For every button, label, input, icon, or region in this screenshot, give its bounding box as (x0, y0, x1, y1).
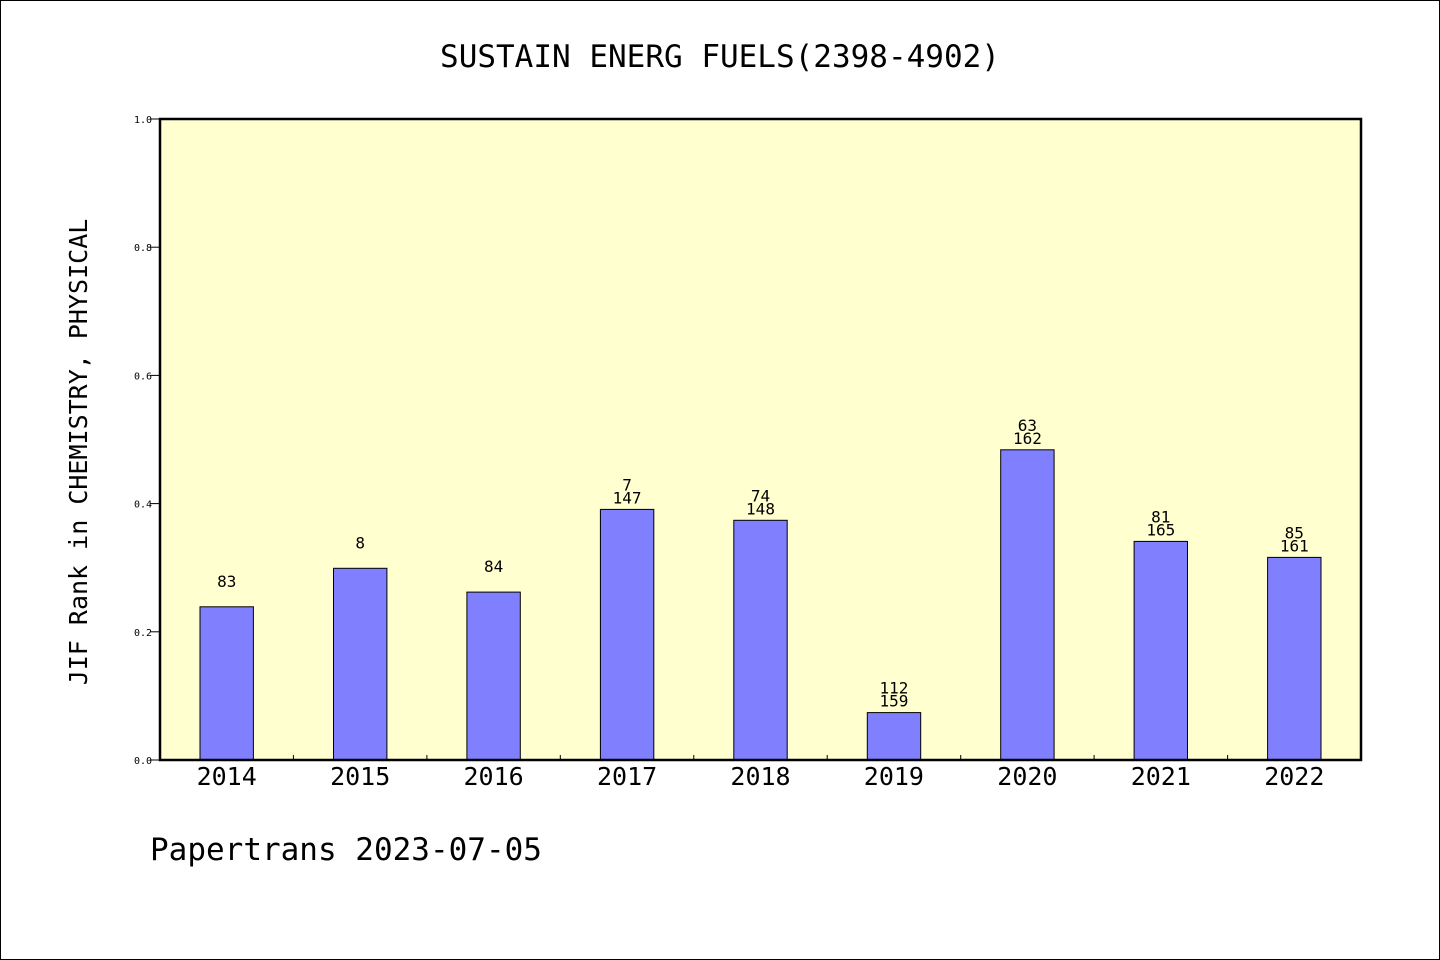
y-tick-label: 0.0 (134, 756, 152, 767)
bar-rank-label: 63 (1018, 416, 1037, 435)
y-tick-label: 0.6 (134, 371, 152, 382)
y-tick-label: 1.0 (134, 115, 152, 126)
y-tick-label: 0.8 (134, 243, 152, 254)
bar-total-label: 161 (1280, 536, 1309, 555)
bar-total-label: 162 (1013, 429, 1042, 448)
x-tick-label: 2022 (1264, 762, 1324, 791)
x-tick-label: 2016 (463, 762, 523, 791)
footer-credit: Papertrans 2023-07-05 (150, 832, 542, 868)
y-tick-label: 0.4 (134, 500, 152, 511)
chart-title: SUSTAIN ENERG FUELS(2398-4902) (440, 39, 1000, 75)
x-tick-label: 2019 (864, 762, 924, 791)
bar-total-label: 147 (613, 488, 642, 507)
bar (1133, 540, 1188, 761)
x-tick-label: 2021 (1131, 762, 1191, 791)
x-tick-label: 2020 (997, 762, 1057, 791)
bar-rank-label: 85 (1285, 523, 1304, 542)
bar (466, 591, 521, 761)
bar-total-label: 159 (879, 692, 908, 711)
bar-total-label: 148 (746, 499, 775, 518)
bar (1267, 556, 1322, 761)
bar (333, 567, 388, 761)
bar-rank-label: 112 (879, 679, 908, 698)
bar (1000, 449, 1055, 761)
x-tick-label: 2015 (330, 762, 390, 791)
bar-rank-label: 83 (217, 572, 236, 591)
bar-rank-label: 7 (622, 475, 632, 494)
x-tick-label: 2017 (597, 762, 657, 791)
plot-border (158, 117, 1363, 762)
bar-rank-label: 8 (355, 533, 365, 552)
x-tick-label: 2018 (730, 762, 790, 791)
bar (733, 519, 788, 761)
x-tick-label: 2014 (197, 762, 257, 791)
bar (866, 712, 922, 761)
bar (599, 508, 655, 761)
tick-group: 2014 2015 2016 2017 2018 2019 2020 2021 2022 0.0 0… (134, 115, 1324, 791)
bar-total-label: 165 (1146, 520, 1175, 539)
bar-rank-label: 74 (751, 486, 770, 505)
bar-rank-label: 81 (1151, 507, 1170, 526)
bar (199, 606, 254, 761)
bar-rank-label: 84 (484, 557, 503, 576)
y-tick-label: 0.2 (134, 628, 152, 639)
y-axis-label: JIF Rank in CHEMISTRY, PHYSICAL (64, 219, 93, 686)
